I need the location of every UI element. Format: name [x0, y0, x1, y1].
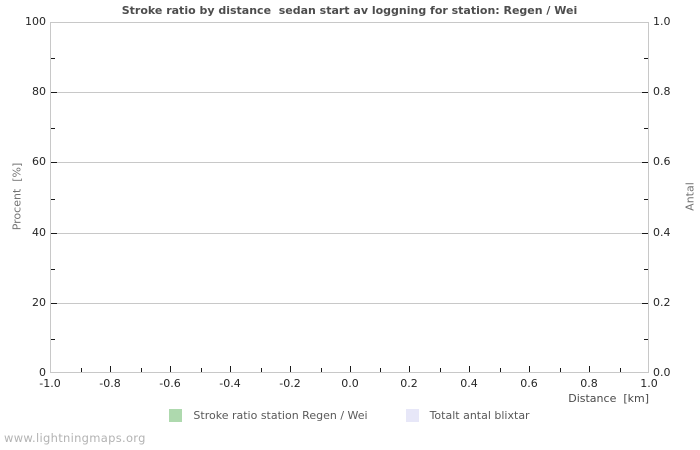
y-minor-tick-left — [51, 339, 55, 340]
x-tick-label: 0.8 — [580, 377, 598, 390]
x-minor-tick — [141, 368, 142, 372]
legend-label: Stroke ratio station Regen / Wei — [193, 409, 368, 422]
y-tick-label-right: 0.6 — [653, 155, 671, 168]
y-minor-tick-right — [644, 339, 648, 340]
y-minor-tick-right — [644, 199, 648, 200]
x-tick-label: -0.2 — [279, 377, 301, 390]
y-minor-tick-right — [644, 269, 648, 270]
x-tick-label: -0.6 — [159, 377, 181, 390]
x-major-tick — [409, 366, 410, 372]
legend-label: Totalt antal blixtar — [429, 409, 530, 422]
y-tick-label-left: 60 — [32, 155, 46, 168]
x-major-tick — [350, 366, 351, 372]
y-tick-label-right: 0.8 — [653, 85, 671, 98]
legend: Stroke ratio station Regen / Wei Totalt … — [50, 409, 649, 422]
x-minor-tick — [81, 368, 82, 372]
y-axis-label-right: Antal — [683, 182, 697, 211]
gridline — [51, 233, 648, 234]
y-minor-tick-left — [51, 199, 55, 200]
x-major-tick — [469, 366, 470, 372]
gridline — [51, 303, 648, 304]
x-tick-label: 0.2 — [400, 377, 418, 390]
y-tick-label-left: 40 — [32, 226, 46, 239]
x-tick-label: 0.4 — [460, 377, 478, 390]
y-minor-tick-left — [51, 269, 55, 270]
legend-swatch-lavender — [405, 409, 419, 422]
plot-area — [50, 22, 649, 373]
y-major-tick-right — [642, 233, 648, 234]
y-minor-tick-right — [644, 58, 648, 59]
x-major-tick — [170, 366, 171, 372]
x-minor-tick — [620, 368, 621, 372]
x-major-tick — [290, 366, 291, 372]
y-tick-label-left: 20 — [32, 296, 46, 309]
legend-item-total-strokes: Totalt antal blixtar — [405, 409, 530, 422]
gridline — [51, 92, 648, 93]
legend-item-stroke-ratio: Stroke ratio station Regen / Wei — [169, 409, 368, 422]
x-major-tick — [529, 366, 530, 372]
y-tick-label-left: 100 — [25, 15, 46, 28]
y-major-tick-right — [642, 303, 648, 304]
gridline — [51, 162, 648, 163]
y-major-tick-left — [51, 162, 57, 163]
x-minor-tick — [500, 368, 501, 372]
x-major-tick — [230, 366, 231, 372]
y-tick-label-right: 0.4 — [653, 226, 671, 239]
x-minor-tick — [261, 368, 262, 372]
y-minor-tick-left — [51, 128, 55, 129]
x-axis-label: Distance [km] — [568, 392, 649, 405]
y-tick-label-right: 1.0 — [653, 15, 671, 28]
x-major-tick — [110, 366, 111, 372]
y-tick-label-left: 80 — [32, 85, 46, 98]
y-major-tick-right — [642, 92, 648, 93]
y-major-tick-left — [51, 303, 57, 304]
chart-title: Stroke ratio by distance sedan start av … — [121, 4, 578, 17]
watermark-link: www.lightningmaps.org — [4, 431, 146, 445]
x-major-tick — [589, 366, 590, 372]
x-tick-label: -0.4 — [219, 377, 241, 390]
x-tick-label: -1.0 — [39, 377, 61, 390]
legend-swatch-green — [169, 409, 183, 422]
y-minor-tick-right — [644, 128, 648, 129]
y-minor-tick-left — [51, 58, 55, 59]
y-axis-label-left: Procent [%] — [10, 162, 24, 231]
x-minor-tick — [560, 368, 561, 372]
y-major-tick-left — [51, 92, 57, 93]
x-tick-label: 0.0 — [341, 377, 359, 390]
x-tick-label: -0.8 — [99, 377, 121, 390]
x-tick-label: 0.6 — [520, 377, 538, 390]
x-minor-tick — [321, 368, 322, 372]
y-major-tick-left — [51, 233, 57, 234]
y-tick-label-left: 0 — [39, 366, 46, 379]
y-tick-label-right: 0.0 — [653, 366, 671, 379]
x-minor-tick — [440, 368, 441, 372]
x-tick-label: 1.0 — [640, 377, 658, 390]
x-minor-tick — [201, 368, 202, 372]
y-major-tick-right — [642, 162, 648, 163]
y-tick-label-right: 0.2 — [653, 296, 671, 309]
x-minor-tick — [380, 368, 381, 372]
